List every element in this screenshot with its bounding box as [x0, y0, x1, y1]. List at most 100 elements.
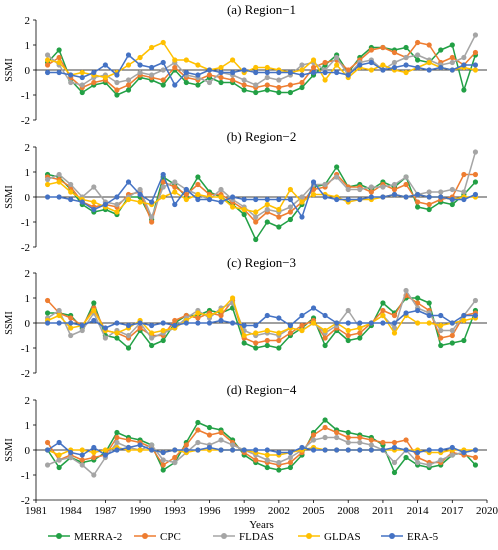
- data-point: [114, 434, 120, 441]
- data-point: [415, 300, 421, 306]
- data-point: [310, 191, 317, 198]
- data-point: [449, 201, 455, 208]
- data-point: [334, 196, 340, 203]
- data-point: [44, 69, 51, 76]
- data-point: [264, 327, 270, 334]
- data-point: [449, 320, 455, 326]
- data-point: [253, 69, 259, 76]
- data-point: [299, 67, 305, 73]
- y-axis-label: SSMI: [4, 185, 15, 208]
- data-point: [299, 72, 305, 78]
- data-point: [415, 459, 421, 466]
- data-point: [472, 62, 479, 68]
- data-point: [438, 194, 444, 200]
- data-point: [218, 69, 224, 76]
- data-point: [357, 434, 363, 441]
- data-point: [229, 204, 236, 210]
- data-point: [357, 320, 363, 326]
- data-point: [125, 87, 132, 93]
- data-point: [91, 472, 97, 478]
- data-point: [160, 39, 166, 46]
- data-point: [426, 194, 432, 200]
- data-point: [114, 429, 120, 436]
- data-point: [276, 330, 282, 336]
- data-point: [264, 206, 270, 213]
- data-point: [380, 307, 386, 314]
- data-point: [276, 196, 282, 203]
- data-point: [172, 57, 178, 63]
- data-point: [415, 454, 421, 461]
- x-axis-label: Years: [249, 519, 274, 531]
- data-point: [299, 62, 305, 68]
- data-point: [183, 447, 189, 453]
- data-point: [299, 79, 305, 86]
- data-point: [368, 67, 374, 73]
- data-point: [91, 317, 97, 324]
- y-tick-label: -2: [21, 495, 30, 507]
- data-point: [44, 176, 51, 183]
- data-point: [368, 320, 374, 326]
- data-point: [137, 320, 143, 326]
- y-tick-label: 2: [25, 15, 31, 27]
- data-point: [102, 201, 108, 208]
- data-point: [380, 300, 386, 306]
- data-point: [264, 219, 270, 225]
- data-point: [310, 432, 317, 438]
- data-point: [114, 92, 120, 98]
- data-point: [137, 69, 143, 76]
- data-point: [334, 62, 340, 68]
- data-point: [449, 42, 455, 48]
- panel-title: (c) Region−3: [227, 255, 296, 270]
- data-point: [125, 62, 132, 68]
- data-point: [241, 87, 247, 93]
- data-point: [253, 214, 259, 220]
- data-point: [461, 312, 467, 319]
- data-point: [264, 201, 270, 208]
- data-point: [310, 305, 317, 311]
- data-point: [472, 312, 479, 319]
- series-line-cpc: [46, 426, 476, 466]
- data-point: [438, 335, 444, 341]
- x-tick-label: 2011: [372, 505, 394, 517]
- data-point: [125, 444, 132, 451]
- data-point: [357, 330, 363, 336]
- data-point: [79, 322, 85, 329]
- data-point: [461, 54, 467, 61]
- data-point: [172, 459, 178, 466]
- data-point: [79, 462, 85, 468]
- data-point: [149, 44, 155, 51]
- data-point: [241, 206, 247, 213]
- panel-title: (d) Region−4: [227, 382, 297, 397]
- data-point: [68, 449, 74, 456]
- y-tick-label: 1: [25, 293, 31, 305]
- data-point: [345, 67, 351, 73]
- data-point: [438, 327, 444, 334]
- y-tick-label: 1: [25, 40, 31, 52]
- data-point: [299, 322, 305, 329]
- data-point: [415, 295, 421, 301]
- data-point: [472, 447, 479, 453]
- legend-label: CPC: [160, 531, 181, 543]
- data-point: [160, 194, 166, 200]
- data-point: [241, 332, 247, 339]
- data-point: [461, 189, 467, 195]
- data-point: [334, 54, 340, 61]
- data-point: [56, 194, 62, 200]
- panel-title: (a) Region−1: [227, 2, 296, 17]
- data-point: [160, 179, 166, 185]
- x-tick-label: 1987: [94, 505, 117, 517]
- legend-label: ERA-5: [407, 531, 439, 543]
- data-point: [114, 447, 120, 453]
- data-point: [253, 196, 259, 203]
- data-point: [426, 189, 432, 195]
- data-point: [264, 82, 270, 88]
- data-point: [172, 189, 178, 195]
- panel-title: (b) Region−2: [227, 129, 297, 144]
- legend-swatch-marker: [56, 533, 62, 539]
- data-point: [322, 312, 328, 319]
- data-point: [91, 184, 97, 190]
- data-point: [345, 434, 351, 441]
- y-tick-label: 2: [25, 395, 31, 407]
- data-point: [56, 69, 62, 76]
- data-point: [415, 320, 421, 326]
